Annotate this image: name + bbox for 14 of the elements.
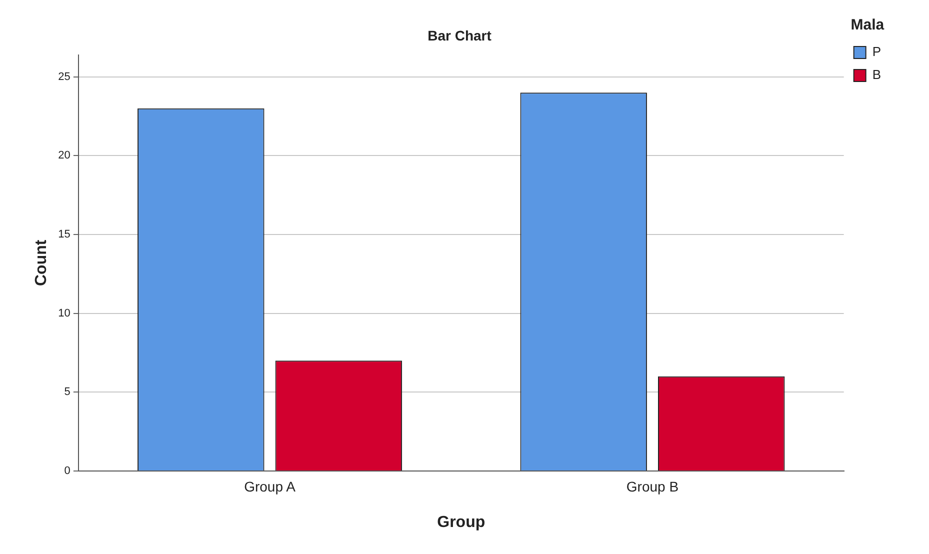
- y-tick-label: 0: [64, 465, 70, 478]
- chart-title: Bar Chart: [428, 27, 492, 44]
- legend-title: Mala: [850, 16, 885, 34]
- y-tick-label: 10: [58, 307, 70, 320]
- x-tick-label: Group B: [626, 478, 679, 494]
- x-tick-label: Group A: [244, 478, 296, 494]
- y-tick-label: 20: [58, 150, 70, 162]
- legend-label: B: [872, 67, 881, 82]
- y-tick-label: 15: [58, 228, 70, 241]
- y-tick-label: 25: [58, 70, 70, 83]
- legend-label: P: [872, 44, 881, 60]
- y-tick-label: 5: [64, 386, 70, 398]
- y-axis-title: Count: [33, 239, 50, 286]
- x-axis-title: Group: [437, 514, 486, 531]
